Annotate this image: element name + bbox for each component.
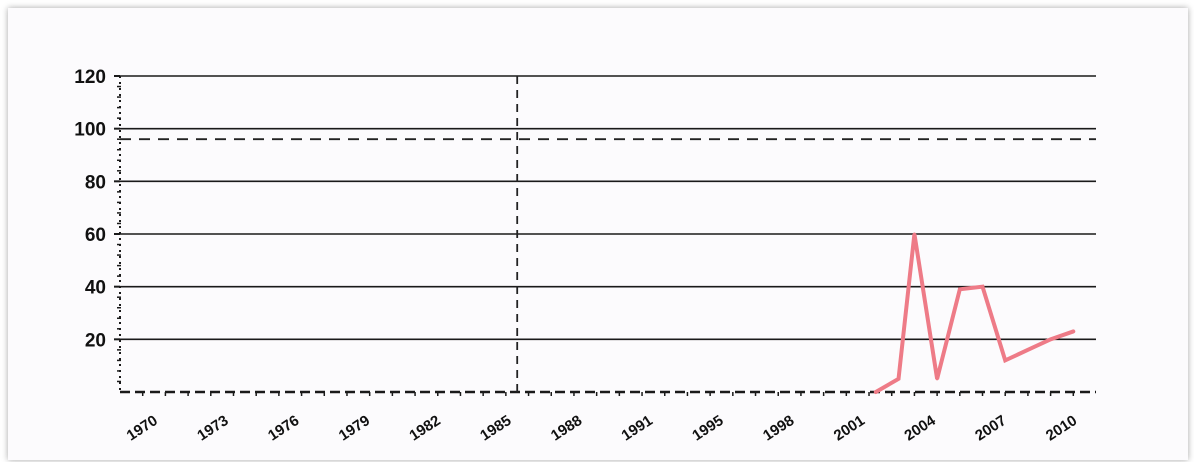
chart-frame: 20 40 60 80 100 120 1970 1973 1976 1979 1982 1985 1… <box>8 8 1188 460</box>
data-point <box>1049 337 1053 341</box>
line-chart: 20 40 60 80 100 120 1970 1973 1976 1979 1982 1985 1… <box>74 67 1096 445</box>
x-tick-label: 2001 <box>831 412 868 444</box>
data-point <box>1003 358 1007 362</box>
x-tick-label: 1988 <box>548 412 585 444</box>
y-tick-label: 100 <box>74 120 106 141</box>
x-tick-label: 1982 <box>406 412 443 444</box>
x-tick-label: 1976 <box>265 412 302 444</box>
x-tick-label: 2007 <box>972 412 1009 444</box>
x-tick-label: 1970 <box>124 412 161 444</box>
x-tick-label: 2004 <box>901 412 939 445</box>
y-tick-label: 20 <box>85 330 106 351</box>
data-point <box>1026 348 1030 352</box>
y-tick-label: 60 <box>85 225 106 246</box>
x-tick-label: 1998 <box>760 412 797 444</box>
y-tick-label: 80 <box>85 172 106 193</box>
data-point <box>981 285 985 289</box>
x-tick-label: 1973 <box>194 412 231 444</box>
data-point <box>874 390 878 394</box>
x-tick-label: 1991 <box>619 412 656 444</box>
x-tick-label: 1985 <box>477 412 514 444</box>
data-point <box>935 377 939 381</box>
data-point <box>958 287 962 291</box>
x-tick-label: 1995 <box>689 412 726 444</box>
series-line-0 <box>873 233 1076 394</box>
data-point <box>1071 329 1075 333</box>
y-tick-label: 120 <box>74 67 106 88</box>
y-tick-label: 40 <box>85 278 106 299</box>
data-point <box>897 377 901 381</box>
data-point <box>912 232 916 236</box>
x-tick-label: 1979 <box>336 412 373 444</box>
x-tick-label: 2010 <box>1043 412 1080 444</box>
